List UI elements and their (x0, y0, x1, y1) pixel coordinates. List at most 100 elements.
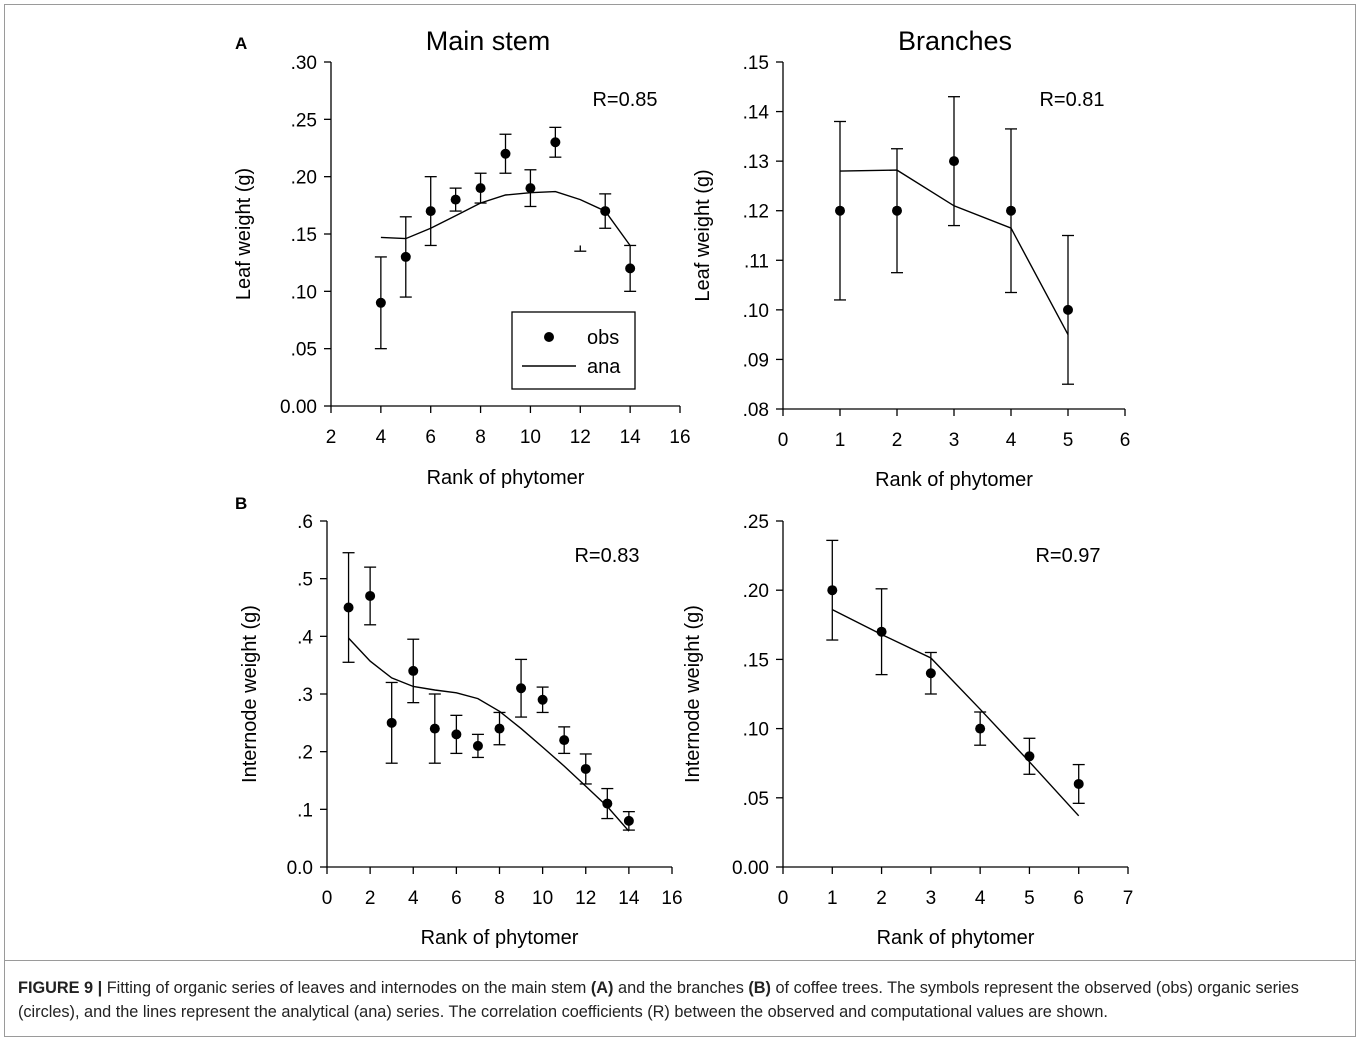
obs-point (475, 183, 486, 194)
x-tick-label: 8 (475, 427, 486, 448)
x-tick-label: 12 (570, 427, 591, 448)
y-tick-label: .15 (743, 53, 769, 74)
r-annotation: R=0.83 (574, 545, 639, 567)
x-tick-label: 8 (494, 888, 505, 909)
y-tick-label: .1 (297, 800, 313, 821)
obs-point (375, 297, 386, 308)
caption-bold-b: (B) (748, 979, 771, 997)
obs-point (429, 723, 440, 734)
chart-title: Main stem (426, 26, 551, 56)
obs-point (892, 205, 902, 216)
y-tick-label: 0.00 (732, 858, 769, 879)
x-tick-label: 2 (326, 427, 337, 448)
x-tick-label: 4 (975, 888, 986, 909)
obs-point (537, 694, 548, 705)
obs-point (365, 590, 376, 601)
ana-line (380, 190, 631, 246)
obs-point (925, 668, 936, 679)
legend: obs ana (511, 311, 636, 390)
obs-point (827, 585, 838, 596)
obs-point (550, 137, 561, 148)
legend-label: obs (587, 327, 619, 349)
y-tick-label: .3 (297, 685, 313, 706)
chart-branch-leaf: 0 1 2 3 4 5 6 .08 .09 .10 .11 .12 .13 .14 .15 Rank of p… (692, 26, 1130, 491)
y-tick-label: .15 (291, 225, 317, 246)
obs-point (600, 206, 611, 217)
y-axis-label: Internode weight (g) (239, 605, 261, 783)
x-axis-label: Rank of phytomer (877, 927, 1035, 949)
y-tick-label: .20 (743, 581, 769, 602)
obs-point (835, 205, 845, 216)
obs-point (949, 156, 959, 167)
legend-box (511, 311, 636, 390)
caption-text-2: and the branches (613, 979, 749, 997)
ana-line (348, 637, 630, 832)
x-tick-label: 2 (892, 430, 903, 451)
obs-point (876, 626, 887, 637)
obs-point (1063, 304, 1073, 315)
y-tick-label: .4 (297, 627, 313, 648)
x-tick-label: 6 (1120, 430, 1131, 451)
y-tick-label: .15 (743, 650, 769, 671)
y-tick-label: .09 (743, 350, 769, 371)
legend-obs-symbol (544, 332, 554, 342)
figure-frame (4, 4, 1356, 1037)
obs-point (494, 723, 505, 734)
caption-text-1: Fitting of organic series of leaves and … (102, 979, 591, 997)
caption-bold-a: (A) (590, 979, 614, 997)
x-tick-label: 6 (425, 427, 436, 448)
y-tick-label: .10 (743, 301, 769, 322)
x-tick-label: 0 (778, 430, 789, 451)
y-tick-label: .2 (297, 743, 313, 764)
x-tick-label: 0 (778, 888, 789, 909)
x-tick-label: 3 (949, 430, 960, 451)
obs-point (580, 763, 591, 774)
x-tick-label: 14 (618, 888, 640, 909)
obs-point (1006, 205, 1016, 216)
obs-point (975, 723, 986, 734)
y-tick-label: 0.00 (280, 397, 317, 418)
x-tick-label: 4 (376, 427, 387, 448)
x-tick-label: 16 (661, 888, 682, 909)
x-tick-label: 10 (520, 427, 541, 448)
ana-line (831, 608, 1080, 817)
y-tick-label: .05 (291, 340, 317, 361)
y-tick-label: .12 (743, 202, 769, 223)
y-tick-label: .10 (743, 720, 769, 741)
x-tick-label: 2 (876, 888, 887, 909)
y-tick-label: .25 (743, 512, 769, 533)
y-tick-label: .13 (743, 152, 769, 173)
x-tick-label: 5 (1024, 888, 1035, 909)
obs-point (623, 815, 634, 826)
x-tick-label: 1 (835, 430, 846, 451)
obs-point (343, 602, 354, 613)
y-axis-label: Leaf weight (g) (692, 169, 714, 301)
chart-branch-internode: 0 1 2 3 4 5 6 7 0.00 .05 .10 .15 .20 .25 Rank of phyto… (682, 512, 1133, 949)
obs-point (1024, 751, 1035, 762)
x-tick-label: 7 (1123, 888, 1134, 909)
obs-point (472, 740, 483, 751)
obs-point (425, 206, 436, 217)
r-annotation: R=0.97 (1035, 545, 1100, 567)
y-axis-label: Internode weight (g) (682, 605, 704, 783)
y-tick-label: 0.0 (287, 858, 313, 879)
caption-text-3: of coffee trees. The symbols represent t… (18, 979, 1299, 1021)
legend-label: ana (587, 356, 621, 378)
chart-title: Branches (898, 26, 1012, 56)
caption-divider (4, 960, 1356, 961)
x-tick-label: 14 (620, 427, 642, 448)
chart-main-internode: 0 2 4 6 8 10 12 14 16 0.0 .1 .2 .3 .4 .5 .6 Rank of phyt… (235, 494, 683, 949)
y-tick-label: .10 (291, 282, 317, 303)
y-tick-label: .5 (297, 570, 313, 591)
x-tick-label: 6 (1073, 888, 1084, 909)
y-tick-label: .05 (743, 789, 769, 810)
obs-point (400, 251, 411, 262)
obs-point (525, 183, 536, 194)
x-tick-label: 0 (322, 888, 333, 909)
y-tick-label: .14 (743, 103, 770, 124)
r-annotation: R=0.85 (592, 89, 657, 111)
figure-caption: FIGURE 9 | Fitting of organic series of … (18, 976, 1346, 1024)
x-axis-label: Rank of phytomer (427, 467, 585, 489)
r-annotation: R=0.81 (1039, 89, 1104, 111)
x-tick-label: 6 (451, 888, 462, 909)
